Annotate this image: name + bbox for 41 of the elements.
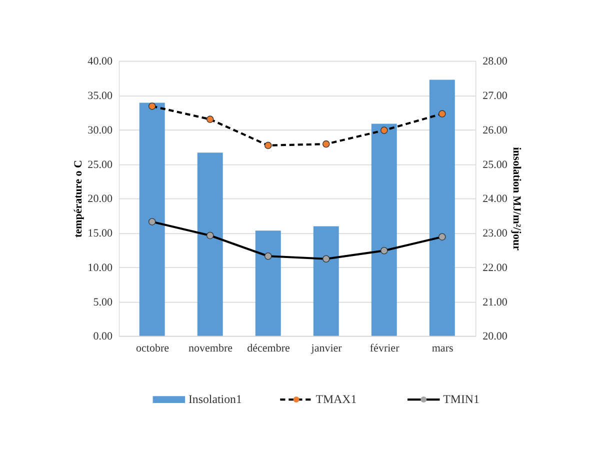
y2-tick-label: 20.00 bbox=[482, 330, 508, 343]
y2-tick-label: 22.00 bbox=[482, 262, 508, 274]
point bbox=[206, 116, 214, 123]
y2-tick-label: 24.00 bbox=[482, 193, 508, 206]
point bbox=[264, 142, 272, 150]
y-tick-label: 25.00 bbox=[88, 158, 113, 171]
point bbox=[322, 255, 330, 262]
y-tick-label: 20.00 bbox=[88, 193, 113, 206]
y-axis-title: température o C bbox=[72, 160, 85, 238]
y2-tick-label: 23.00 bbox=[482, 228, 508, 240]
x-tick-label: janvier bbox=[310, 342, 342, 355]
y2-tick-label: 25.00 bbox=[482, 158, 508, 171]
point bbox=[206, 232, 214, 240]
point bbox=[380, 126, 388, 134]
legend-label: TMIN1 bbox=[443, 392, 480, 406]
legend-label: Insolation1 bbox=[188, 392, 242, 406]
y2-tick-label: 21.00 bbox=[482, 296, 508, 308]
x-tick-label: décembre bbox=[247, 342, 290, 355]
y2-tick-label: 28.00 bbox=[482, 56, 508, 68]
x-tick-label: octobre bbox=[136, 342, 170, 355]
point bbox=[380, 247, 388, 254]
point bbox=[438, 110, 446, 118]
y-tick-label: 35.00 bbox=[88, 90, 113, 102]
y-tick-label: 5.00 bbox=[93, 296, 113, 308]
point bbox=[264, 252, 272, 260]
point bbox=[438, 233, 446, 240]
y-tick-label: 15.00 bbox=[88, 228, 113, 240]
point bbox=[148, 102, 156, 110]
legend-label: TMAX1 bbox=[316, 392, 357, 406]
point bbox=[148, 218, 156, 226]
y2-tick-label: 27.00 bbox=[482, 90, 508, 102]
point bbox=[322, 140, 330, 148]
y-tick-label: 40.00 bbox=[88, 56, 113, 68]
y2-tick-label: 26.00 bbox=[482, 124, 508, 136]
x-tick-label: mars bbox=[432, 342, 454, 355]
y-tick-label: 10.00 bbox=[88, 262, 113, 274]
x-tick-label: février bbox=[370, 342, 400, 355]
y-tick-label: 0.00 bbox=[93, 330, 113, 343]
y-tick-label: 30.00 bbox=[88, 124, 113, 136]
x-tick-label: novembre bbox=[188, 342, 233, 355]
y2-axis-title: insolation MJ/m²/jour bbox=[510, 147, 522, 251]
